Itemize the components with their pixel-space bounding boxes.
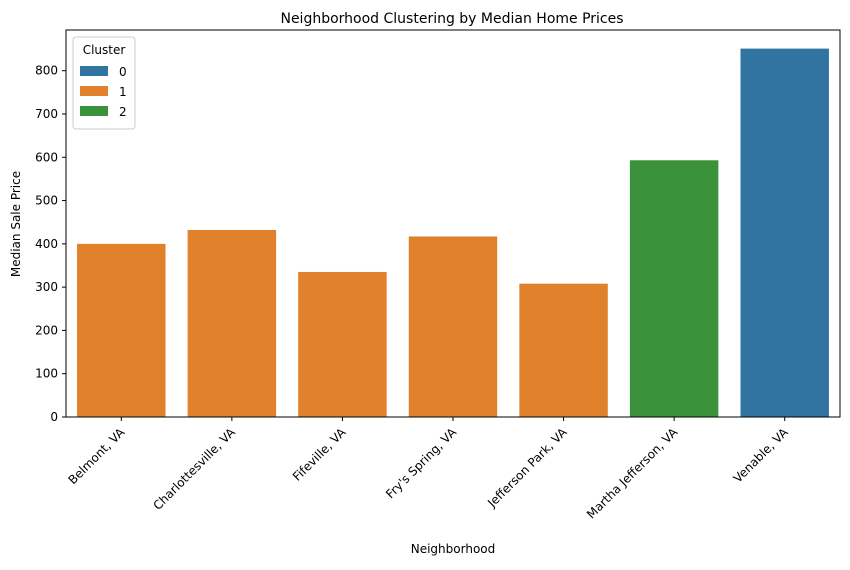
y-tick-label: 200 bbox=[35, 323, 58, 337]
y-axis-title: Median Sale Price bbox=[9, 171, 23, 277]
y-tick-label: 600 bbox=[35, 150, 58, 164]
legend-label: 0 bbox=[119, 65, 127, 79]
x-tick-label: Belmont, VA bbox=[65, 425, 127, 487]
legend-title: Cluster bbox=[83, 43, 126, 57]
x-axis: Belmont, VA Charlottesville, VA Fifeville,… bbox=[65, 417, 791, 521]
y-tick-label: 700 bbox=[35, 107, 58, 121]
legend-label: 2 bbox=[119, 105, 127, 119]
legend-swatch bbox=[80, 86, 108, 96]
y-axis: 0 100 200 300 400 500 600 700 800 bbox=[35, 64, 66, 424]
chart-title: Neighborhood Clustering by Median Home P… bbox=[280, 11, 623, 27]
bar bbox=[519, 283, 608, 417]
legend-swatch bbox=[80, 66, 108, 76]
y-tick-label: 500 bbox=[35, 194, 58, 208]
bar bbox=[77, 243, 166, 417]
x-tick-label: Venable, VA bbox=[731, 425, 792, 486]
x-axis-title: Neighborhood bbox=[411, 542, 496, 556]
y-tick-label: 300 bbox=[35, 280, 58, 294]
bars-layer bbox=[77, 48, 829, 418]
x-tick-label: Fry's Spring, VA bbox=[383, 425, 460, 502]
legend-swatch bbox=[80, 106, 108, 116]
y-tick-label: 400 bbox=[35, 237, 58, 251]
legend: Cluster 0 1 2 bbox=[72, 36, 136, 130]
bar bbox=[187, 229, 277, 417]
legend-label: 1 bbox=[119, 85, 127, 99]
y-tick-label: 800 bbox=[35, 64, 58, 78]
y-tick-label: 0 bbox=[50, 410, 58, 424]
bar bbox=[408, 236, 498, 417]
legend-entries: 0 1 2 bbox=[80, 65, 127, 119]
x-tick-label: Fifeville, VA bbox=[290, 425, 349, 484]
x-tick-label: Jefferson Park, VA bbox=[484, 425, 570, 511]
plot-frame bbox=[65, 29, 841, 418]
y-tick-label: 100 bbox=[35, 367, 58, 381]
x-tick-label: Charlottesville, VA bbox=[150, 425, 238, 513]
x-tick-label: Martha Jefferson, VA bbox=[584, 425, 681, 522]
bar bbox=[629, 160, 719, 418]
bar bbox=[298, 271, 387, 417]
bar bbox=[740, 48, 829, 417]
